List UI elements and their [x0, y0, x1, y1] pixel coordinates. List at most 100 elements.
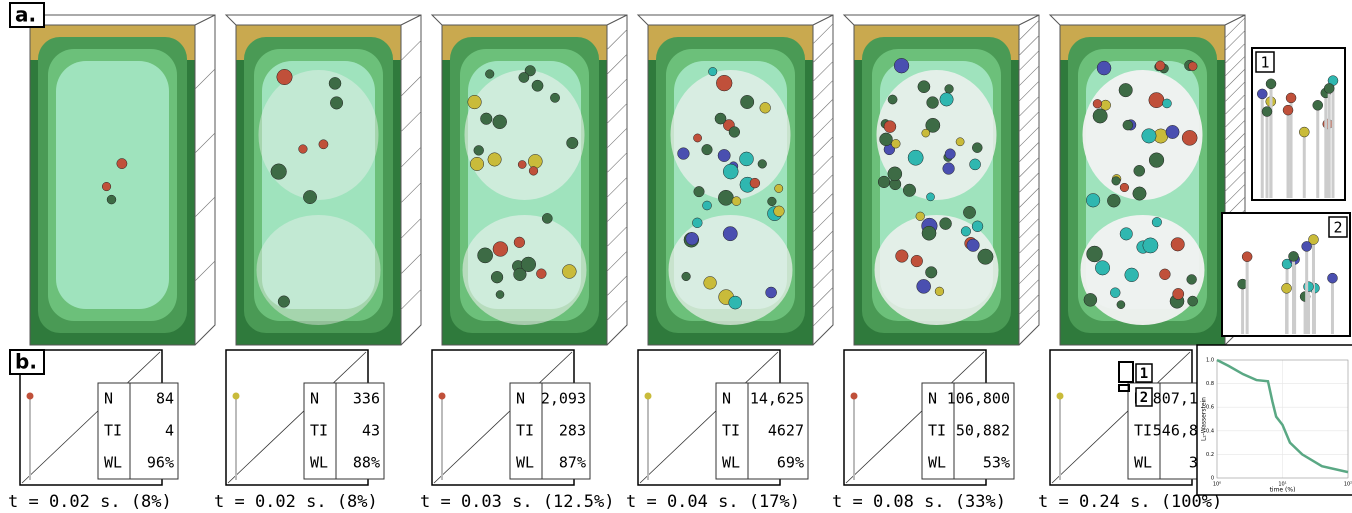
atom — [703, 276, 717, 290]
atom — [1151, 217, 1162, 228]
wire — [1018, 141, 1040, 163]
row-label: N — [310, 390, 319, 408]
atom — [513, 236, 525, 248]
atom — [26, 392, 34, 400]
row-label: WL — [310, 454, 328, 472]
atom — [681, 271, 691, 282]
row-value: 96% — [147, 454, 174, 472]
atom — [1110, 287, 1121, 298]
atom — [562, 264, 577, 279]
x-axis-label: time (%) — [1270, 487, 1296, 494]
y-tick-label: 0.4 — [1206, 428, 1214, 434]
atom — [1165, 125, 1180, 139]
atom — [1122, 119, 1134, 131]
atom — [749, 177, 761, 189]
atom — [1132, 186, 1147, 201]
wire — [194, 68, 216, 90]
diagonal — [1051, 351, 1191, 484]
wire — [400, 75, 422, 97]
inset-label: 1 — [1140, 366, 1148, 382]
atom — [232, 392, 240, 400]
atom — [1124, 267, 1139, 283]
wire — [1018, 187, 1040, 209]
inset-label: 2 — [1140, 390, 1148, 406]
atom — [728, 126, 740, 138]
row-label: N — [722, 390, 731, 408]
atom — [1301, 241, 1312, 252]
wire — [1018, 309, 1040, 330]
stats-table — [715, 382, 809, 480]
atom — [270, 163, 287, 180]
atom — [1133, 165, 1146, 177]
y-tick-label: 1.0 — [1206, 358, 1214, 364]
box-edge — [636, 14, 834, 346]
atom — [765, 286, 777, 299]
row-label: TI — [516, 422, 534, 440]
wire — [1224, 132, 1246, 154]
atom — [1141, 128, 1157, 144]
atom — [1241, 251, 1253, 262]
atom — [1257, 88, 1268, 100]
atom — [759, 102, 771, 114]
atom — [438, 392, 446, 400]
y-tick-label: 0.2 — [1206, 452, 1214, 458]
atom — [1288, 251, 1299, 262]
atom — [101, 181, 112, 192]
density-blob — [876, 70, 997, 200]
wire — [606, 29, 628, 50]
panel-label: a. — [15, 3, 36, 27]
atom — [1181, 130, 1198, 146]
wire — [1018, 96, 1040, 117]
atom — [1148, 152, 1165, 168]
wire — [1018, 172, 1040, 193]
stats-table — [97, 382, 179, 480]
atom — [1119, 182, 1129, 193]
atom — [960, 226, 971, 237]
wire — [812, 230, 834, 252]
wire — [812, 211, 834, 233]
wire — [400, 40, 422, 61]
row-label: WL — [928, 454, 946, 472]
wire — [194, 132, 216, 154]
chart-frame — [1196, 344, 1352, 496]
wire — [1018, 294, 1040, 315]
wire — [1224, 81, 1246, 103]
wire — [1018, 35, 1040, 56]
wire — [812, 23, 834, 45]
step-panel: N 2,093 TI 283 WL 87% t = 0.03 s. (12.5%) — [420, 14, 628, 512]
row-label: N — [104, 390, 113, 408]
row-label: N — [516, 390, 525, 408]
row-value: 4627 — [768, 422, 804, 440]
wire — [1018, 157, 1040, 178]
diagonal — [639, 351, 779, 484]
time-caption: t = 0.02 s. (8%) — [214, 492, 378, 512]
atom — [1086, 245, 1103, 263]
y-tick-label: 0.6 — [1206, 405, 1214, 411]
atom — [893, 58, 910, 74]
row-label: TI — [928, 422, 946, 440]
row-label: WL — [516, 454, 534, 472]
row-label: WL — [1134, 454, 1152, 472]
atom — [972, 142, 983, 153]
panel-label-box — [9, 2, 45, 28]
row-label: TI — [310, 422, 328, 440]
atom — [757, 159, 767, 169]
stats-table — [303, 382, 385, 480]
atom — [955, 137, 965, 147]
atom — [728, 295, 743, 310]
wire — [194, 196, 216, 218]
atom — [470, 156, 484, 171]
atom — [1111, 176, 1121, 186]
row-value: 88% — [353, 454, 380, 472]
atom — [1187, 295, 1198, 307]
time-caption: t = 0.04 s. (17%) — [626, 492, 800, 512]
density-blob — [464, 70, 585, 200]
x-tick-label: 10² — [1344, 482, 1352, 488]
atom — [541, 213, 553, 224]
wire — [1018, 263, 1040, 285]
wire — [1018, 65, 1040, 87]
wire — [400, 289, 422, 310]
wire — [606, 226, 628, 247]
atom — [517, 160, 527, 169]
